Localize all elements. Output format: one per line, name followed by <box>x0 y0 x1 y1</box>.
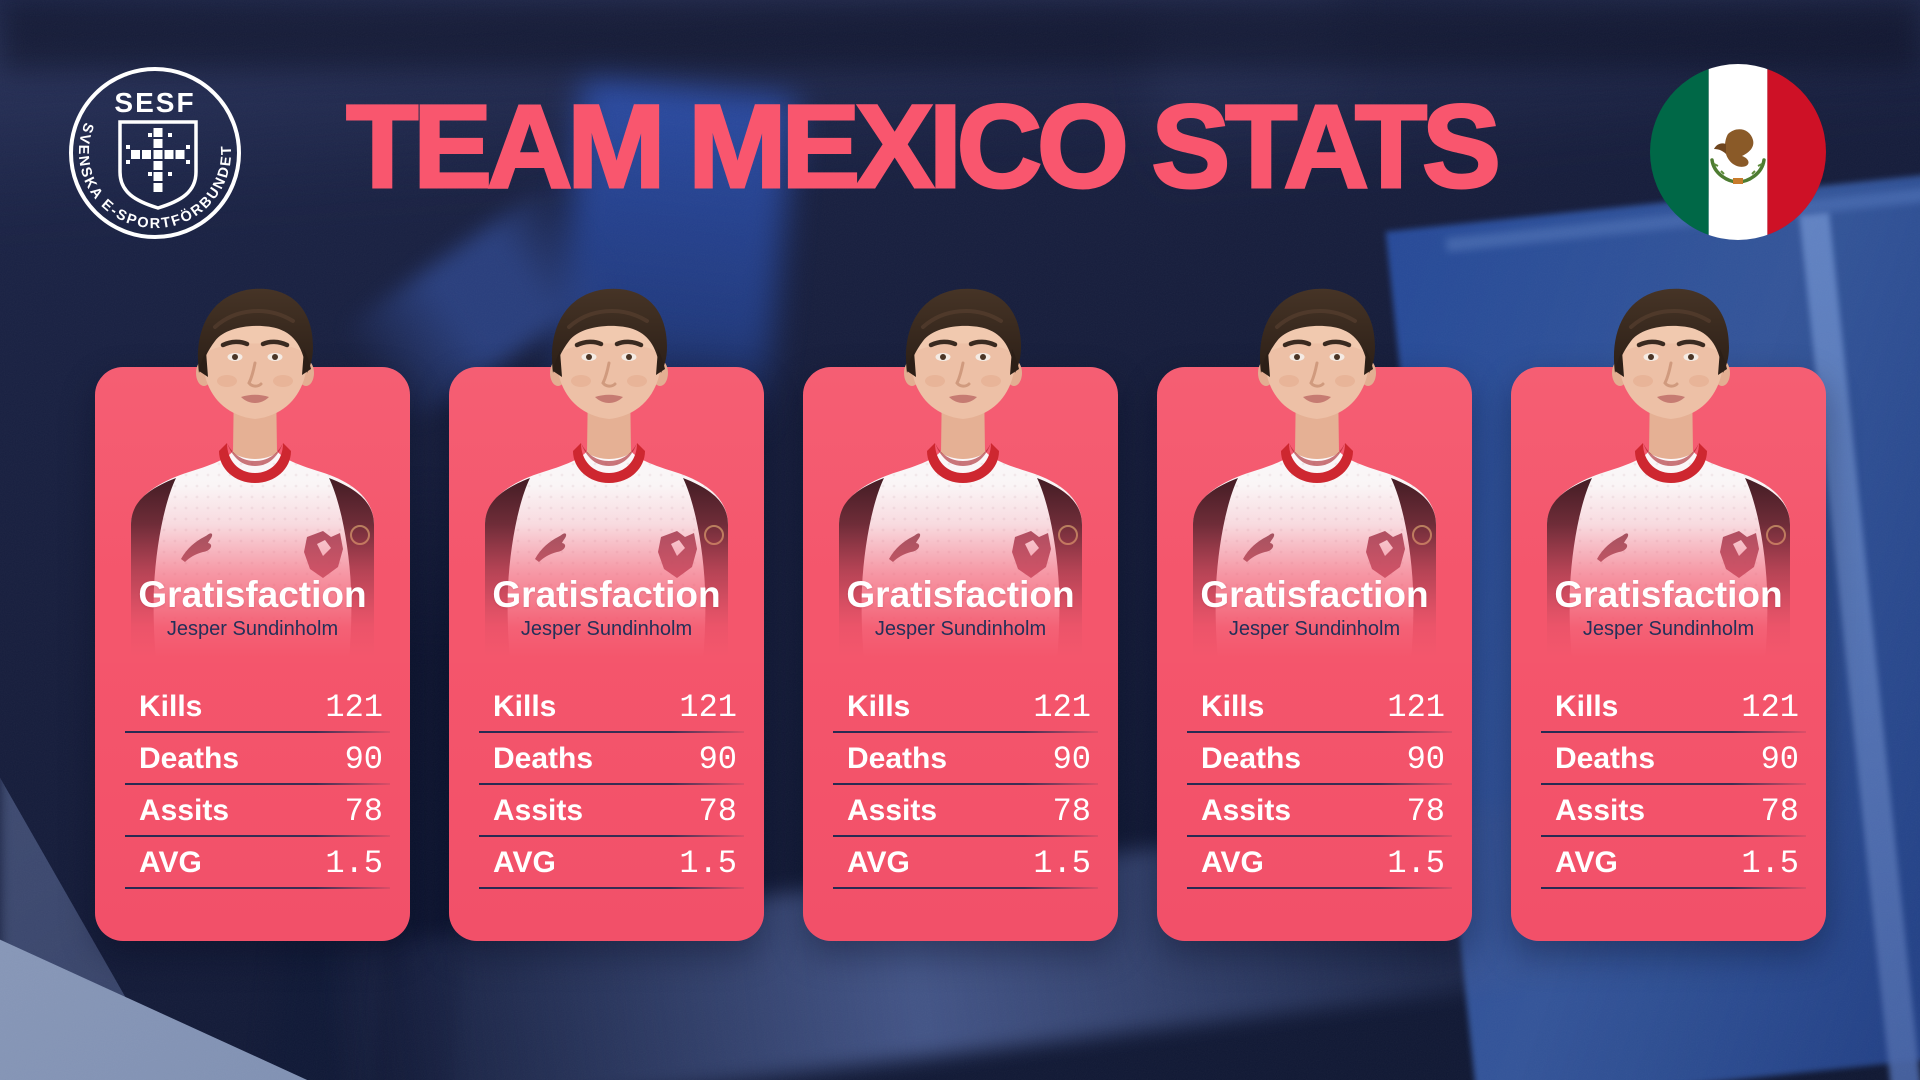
player-card: Gratisfaction Jesper Sundinholm Kills 12… <box>449 367 764 941</box>
stat-value: 121 <box>1033 688 1091 726</box>
player-real-name: Jesper Sundinholm <box>1582 618 1755 640</box>
stat-label: Assits <box>1555 794 1646 827</box>
page-title: TEAM MEXICO STATS <box>345 81 1503 213</box>
player-real-name: Jesper Sundinholm <box>166 618 339 640</box>
stat-label: Assits <box>139 794 230 827</box>
stat-divider <box>833 887 1098 889</box>
stat-row: Kills 121 <box>833 681 1098 733</box>
stat-label: Kills <box>493 690 557 723</box>
player-card: Gratisfaction Jesper Sundinholm Kills 12… <box>95 367 410 941</box>
stat-value: 90 <box>698 740 737 778</box>
stat-divider <box>479 887 744 889</box>
stat-divider <box>125 887 390 889</box>
stat-label: AVG <box>493 846 556 879</box>
stat-row: Kills 121 <box>125 681 390 733</box>
stat-row: AVG 1.5 <box>1187 837 1452 889</box>
stat-row: Assits 78 <box>1541 785 1806 837</box>
stat-value: 1.5 <box>1387 844 1445 882</box>
stat-row: Deaths 90 <box>1541 733 1806 785</box>
stats-table: Kills 121 Deaths 90 Assits 78 AVG 1.5 <box>479 681 744 889</box>
player-nickname: Gratisfaction <box>138 574 367 615</box>
stat-label: AVG <box>139 846 202 879</box>
sesf-logo: SESF SVENSKA E-SPORTFÖRBUNDET <box>69 67 241 239</box>
stat-divider <box>1187 887 1452 889</box>
stat-value: 121 <box>679 688 737 726</box>
stat-row: Kills 121 <box>1541 681 1806 733</box>
stat-value: 90 <box>1052 740 1091 778</box>
stats-table: Kills 121 Deaths 90 Assits 78 AVG 1.5 <box>833 681 1098 889</box>
stat-label: Kills <box>847 690 911 723</box>
stat-value: 78 <box>1052 792 1091 830</box>
stat-value: 1.5 <box>1033 844 1091 882</box>
stat-value: 121 <box>325 688 383 726</box>
stat-row: AVG 1.5 <box>1541 837 1806 889</box>
stats-table: Kills 121 Deaths 90 Assits 78 AVG 1.5 <box>1187 681 1452 889</box>
player-nickname: Gratisfaction <box>1554 574 1783 615</box>
stat-label: Deaths <box>1201 742 1302 775</box>
player-real-name: Jesper Sundinholm <box>1228 618 1401 640</box>
player-real-name: Jesper Sundinholm <box>520 618 693 640</box>
stat-row: AVG 1.5 <box>833 837 1098 889</box>
stat-value: 78 <box>1760 792 1799 830</box>
stat-value: 1.5 <box>1741 844 1799 882</box>
stat-label: Deaths <box>1555 742 1656 775</box>
stats-table: Kills 121 Deaths 90 Assits 78 AVG 1.5 <box>125 681 390 889</box>
stat-label: Kills <box>139 690 203 723</box>
stat-row: Deaths 90 <box>1187 733 1452 785</box>
player-nickname: Gratisfaction <box>846 574 1075 615</box>
stat-label: Deaths <box>493 742 594 775</box>
stat-row: Assits 78 <box>479 785 744 837</box>
stat-row: Assits 78 <box>833 785 1098 837</box>
stat-value: 78 <box>698 792 737 830</box>
stat-row: Deaths 90 <box>479 733 744 785</box>
stat-row: Assits 78 <box>125 785 390 837</box>
stat-label: Deaths <box>847 742 948 775</box>
stat-label: AVG <box>847 846 910 879</box>
stat-label: AVG <box>1555 846 1618 879</box>
stat-value: 121 <box>1387 688 1445 726</box>
stat-row: Deaths 90 <box>833 733 1098 785</box>
stat-row: AVG 1.5 <box>125 837 390 889</box>
stat-value: 90 <box>1406 740 1445 778</box>
stat-label: Kills <box>1555 690 1619 723</box>
stat-label: Assits <box>847 794 938 827</box>
stat-label: Deaths <box>139 742 240 775</box>
stat-value: 78 <box>1406 792 1445 830</box>
stat-label: Assits <box>1201 794 1292 827</box>
stat-value: 90 <box>344 740 383 778</box>
player-card: Gratisfaction Jesper Sundinholm Kills 12… <box>1511 367 1826 941</box>
player-nickname: Gratisfaction <box>1200 574 1429 615</box>
pixel-cross-icon <box>126 128 190 192</box>
stat-value: 78 <box>344 792 383 830</box>
mexico-flag-icon <box>1650 64 1826 240</box>
stat-label: AVG <box>1201 846 1264 879</box>
stats-table: Kills 121 Deaths 90 Assits 78 AVG 1.5 <box>1541 681 1806 889</box>
sesf-acronym: SESF <box>114 87 195 118</box>
stat-label: Assits <box>493 794 584 827</box>
stat-value: 1.5 <box>679 844 737 882</box>
player-real-name: Jesper Sundinholm <box>874 618 1047 640</box>
player-card: Gratisfaction Jesper Sundinholm Kills 12… <box>803 367 1118 941</box>
stat-value: 1.5 <box>325 844 383 882</box>
stat-row: AVG 1.5 <box>479 837 744 889</box>
stat-divider <box>1541 887 1806 889</box>
stat-value: 121 <box>1741 688 1799 726</box>
stat-row: Kills 121 <box>479 681 744 733</box>
stat-row: Deaths 90 <box>125 733 390 785</box>
stat-value: 90 <box>1760 740 1799 778</box>
stat-row: Kills 121 <box>1187 681 1452 733</box>
stat-label: Kills <box>1201 690 1265 723</box>
player-card: Gratisfaction Jesper Sundinholm Kills 12… <box>1157 367 1472 941</box>
player-nickname: Gratisfaction <box>492 574 721 615</box>
stat-row: Assits 78 <box>1187 785 1452 837</box>
